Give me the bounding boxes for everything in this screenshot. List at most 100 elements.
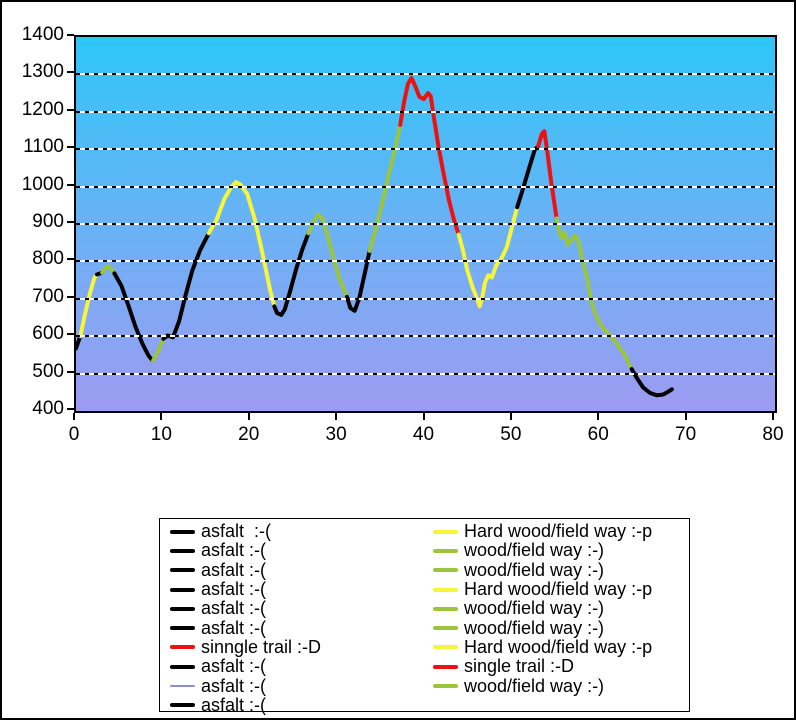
- series-segment-16: [554, 216, 634, 372]
- y-tick-mark-900: [67, 221, 74, 223]
- legend-color-swatch: [170, 568, 195, 573]
- legend-color-swatch: [433, 645, 458, 650]
- y-tick-label-1200: 1200: [21, 98, 64, 120]
- legend-color-swatch: [170, 703, 195, 708]
- y-tick-mark-700: [67, 295, 74, 298]
- x-tick-label-60: 60: [587, 424, 609, 445]
- legend-item: wood/field way :-): [433, 617, 652, 638]
- series-segment-14: [515, 144, 541, 210]
- legend-color-swatch: [433, 568, 458, 573]
- legend-item: asfalt :-(: [170, 579, 321, 600]
- legend-item-label: asfalt :-(: [201, 656, 267, 677]
- legend-item-label: Hard wood/field way :-p: [464, 521, 653, 542]
- y-tick-mark-1400: [67, 34, 74, 36]
- legend-color-swatch: [433, 606, 458, 611]
- legend-item-label: single trail :-D: [464, 656, 575, 677]
- series-segment-9: [306, 212, 349, 299]
- y-tick-mark-1300: [67, 71, 74, 74]
- x-tick-mark-30: [335, 413, 338, 420]
- legend-color-swatch: [170, 685, 195, 688]
- legend-item-label: asfalt :-(: [201, 598, 267, 619]
- series-segment-11: [367, 122, 403, 253]
- y-tick-mark-1000: [67, 183, 74, 186]
- legend-item: wood/field way :-): [433, 540, 652, 561]
- x-tick-mark-10: [160, 413, 163, 420]
- series-segment-3: [100, 264, 117, 276]
- series-segment-12: [398, 76, 461, 237]
- x-tick-label-10: 10: [150, 424, 172, 445]
- legend-item-label: wood/field way :-): [464, 540, 605, 561]
- y-tick-mark-500: [67, 370, 74, 373]
- gridline-1200: [76, 110, 775, 113]
- x-tick-label-40: 40: [412, 424, 435, 445]
- legend-color-swatch: [170, 529, 195, 534]
- x-tick-mark-80: [772, 413, 774, 420]
- legend-color-swatch: [433, 548, 458, 553]
- legend-item: wood/field way :-): [433, 598, 652, 619]
- legend-item: asfalt :-(: [170, 694, 321, 715]
- legend-item: asfalt :-(: [170, 521, 321, 541]
- y-tick-label-500: 500: [32, 360, 64, 382]
- legend-column-1: Hard wood/field way :-p wood/field way :-…: [433, 521, 653, 696]
- legend-item-label: asfalt :-(: [201, 694, 267, 715]
- series-segment-17: [629, 367, 674, 398]
- y-tick-mark-400: [67, 408, 74, 410]
- y-tick-label-900: 900: [32, 211, 64, 232]
- gridline-500: [76, 372, 775, 375]
- gridline-1100: [76, 148, 775, 151]
- legend-item-label: asfalt :-(: [201, 559, 267, 580]
- legend-color-swatch: [433, 587, 458, 592]
- gridline-1300: [76, 73, 775, 76]
- legend-item-label: asfalt :-(: [201, 579, 267, 600]
- series-segment-10: [344, 248, 372, 313]
- y-tick-label-800: 800: [32, 248, 64, 270]
- legend-color-swatch: [433, 626, 458, 631]
- legend-color-swatch: [170, 664, 195, 669]
- legend-item-label: wood/field way :-): [464, 559, 605, 580]
- x-tick-label-30: 30: [325, 424, 347, 445]
- x-tick-mark-0: [73, 413, 75, 420]
- x-tick-label-70: 70: [675, 424, 697, 445]
- series-segment-15: [536, 129, 559, 221]
- legend-item: sinngle trail :-D: [170, 637, 321, 657]
- gridline-900: [76, 223, 775, 225]
- x-tick-mark-70: [684, 413, 687, 420]
- legend-item: Hard wood/field way :-p: [433, 637, 652, 657]
- legend: asfalt :-(asfalt :-(asfalt :-(asfalt :-(…: [159, 518, 690, 715]
- legend-item: asfalt :-(: [170, 598, 321, 619]
- legend-item: Hard wood/field way :-p: [433, 521, 653, 542]
- y-tick-mark-1100: [67, 146, 74, 149]
- legend-column-0: asfalt :-(asfalt :-(asfalt :-(asfalt :-(…: [170, 521, 321, 715]
- series-segment-4: [112, 271, 155, 363]
- legend-color-swatch: [170, 645, 195, 650]
- y-tick-label-1400: 1400: [21, 24, 64, 45]
- legend-item: wood/field way :-): [433, 559, 652, 580]
- y-tick-mark-1200: [67, 108, 74, 111]
- legend-color-swatch: [170, 606, 195, 611]
- y-tick-label-1000: 1000: [21, 173, 64, 195]
- plot-area: [74, 35, 777, 413]
- legend-item-label: wood/field way :-): [464, 598, 605, 619]
- y-tick-label-600: 600: [32, 323, 64, 345]
- legend-item: asfalt :-(: [170, 559, 321, 580]
- legend-item: wood/field way :-): [433, 676, 652, 696]
- gridline-1000: [76, 185, 775, 188]
- legend-color-swatch: [433, 529, 458, 534]
- series-segment-6: [161, 231, 211, 341]
- legend-color-swatch: [170, 548, 195, 553]
- x-tick-label-0: 0: [68, 424, 80, 445]
- legend-item: asfalt :-(: [170, 656, 321, 677]
- gridline-800: [76, 260, 775, 263]
- legend-item: asfalt :-(: [170, 540, 321, 560]
- y-tick-mark-800: [67, 258, 74, 261]
- legend-item: Hard wood/field way :-p: [433, 579, 653, 600]
- gridline-700: [76, 297, 775, 300]
- x-tick-mark-60: [597, 413, 600, 420]
- y-tick-label-400: 400: [32, 398, 64, 419]
- legend-item-label: asfalt :-(: [201, 675, 267, 696]
- legend-item-label: wood/field way :-): [464, 617, 605, 638]
- y-tick-label-700: 700: [32, 285, 64, 307]
- legend-item-label: Hard wood/field way :-p: [464, 579, 653, 600]
